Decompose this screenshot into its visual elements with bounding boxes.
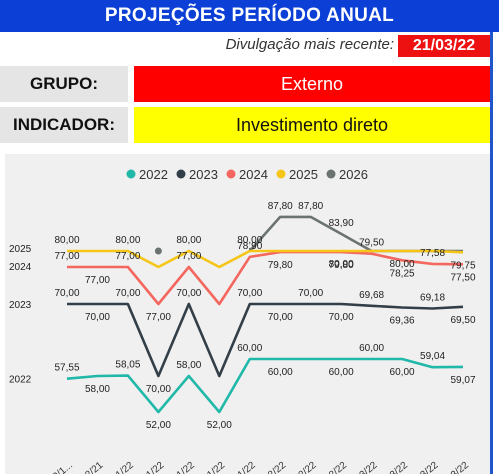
x-tick-label-1: 27/12/21: [68, 460, 105, 474]
legend-label-2026: 2026: [339, 167, 368, 182]
data-label-2023-6: 70,00: [237, 288, 262, 299]
data-label-2023-7: 70,00: [268, 312, 293, 323]
x-tick-label-7: 07/02/22: [251, 460, 288, 474]
data-label-2023-2: 70,00: [115, 288, 140, 299]
data-label-2022-9: 60,00: [329, 367, 354, 378]
data-label-2024-9: 79,80: [329, 260, 354, 271]
row-label-2024: 2024: [9, 262, 32, 273]
page-title: PROJEÇÕES PERÍODO ANUAL: [0, 0, 499, 32]
legend-marker-2025: [276, 169, 286, 179]
series-line-2022: [66, 357, 464, 414]
data-label-2022-6: 60,00: [237, 343, 262, 354]
data-label-2023-0: 70,00: [54, 288, 79, 299]
legend-label-2025: 2025: [289, 167, 318, 182]
data-label-2025-13: 79,75: [450, 260, 475, 271]
x-tick-label-4: 17/01/22: [160, 460, 197, 474]
chart-panel: 2022 2023 2024 2025 2026 2025 2024 2023 2022 57,5…: [5, 154, 490, 474]
x-tick-label-0: 20/1...: [47, 460, 75, 474]
series-line-2024: [67, 250, 464, 306]
row-label-2025: 2025: [9, 244, 32, 255]
data-label-2024-7: 79,80: [268, 260, 293, 271]
x-tick-label-5: 24/01/22: [190, 460, 227, 474]
data-label-2023-12: 69,18: [420, 293, 445, 304]
data-label-2024-0: 77,00: [54, 251, 79, 262]
data-label-2022-1: 58,00: [85, 384, 110, 395]
data-label-2025-4: 80,00: [176, 235, 201, 246]
data-label-2026-8: 87,80: [298, 201, 323, 212]
x-tick-label-3: 10/01/22: [129, 460, 166, 474]
indicador-value[interactable]: Investimento direto: [134, 107, 490, 143]
series-line-2026: [248, 215, 463, 253]
series-line-2025: [67, 249, 464, 269]
data-label-2024-1: 77,00: [85, 275, 110, 286]
right-border: [490, 32, 499, 474]
point-2026-3: [154, 247, 162, 255]
data-label-2023-8: 70,00: [298, 288, 323, 299]
x-tick-label-10: 02/03/22: [343, 460, 380, 474]
x-tick-label-2: 03/01/22: [99, 460, 136, 474]
legend-label-2024: 2024: [239, 167, 268, 182]
data-label-2024-4: 77,00: [176, 251, 201, 262]
data-label-2022-4: 58,00: [176, 360, 201, 371]
data-label-2024-2: 77,00: [115, 251, 140, 262]
legend-marker-2023: [176, 169, 186, 179]
legend-marker-2024: [226, 169, 236, 179]
data-label-2022-3: 52,00: [146, 420, 171, 431]
data-label-2022-2: 58,05: [115, 360, 140, 371]
data-label-2025-9: 80,00: [329, 259, 354, 270]
data-label-2024-13: 77,50: [450, 272, 475, 283]
data-label-2022-0: 57,55: [54, 363, 79, 374]
data-label-2022-13: 59,07: [450, 375, 475, 386]
release-date-row: Divulgação mais recente: 21/03/22: [0, 34, 490, 58]
data-label-2023-13: 69,50: [450, 315, 475, 326]
data-label-2025-6: 80,00: [237, 235, 262, 246]
indicador-row: INDICADOR: Investimento direto: [0, 107, 490, 143]
release-date-label: Divulgação mais recente:: [225, 36, 394, 53]
series-line-2023: [67, 302, 464, 378]
grupo-label: GRUPO:: [0, 66, 128, 102]
legend-label-2022: 2022: [139, 167, 168, 182]
x-tick-label-8: 14/02/22: [282, 460, 319, 474]
data-label-2022-7: 60,00: [268, 367, 293, 378]
data-label-2024-3: 77,00: [146, 312, 171, 323]
data-label-2025-11: 80,00: [390, 259, 415, 270]
data-label-2026-7: 87,80: [268, 201, 293, 212]
x-tick-label-9: 21/02/22: [312, 460, 349, 474]
data-label-2023-11: 69,36: [390, 316, 415, 327]
data-label-2022-12: 59,04: [420, 351, 445, 362]
row-label-2023: 2023: [9, 300, 32, 311]
data-label-2024-10: 79,50: [359, 238, 384, 249]
x-tick-label-11: 07/03/22: [373, 460, 410, 474]
legend-marker-2026: [326, 169, 336, 179]
projections-line-chart: 2022 2023 2024 2025 2026 2025 2024 2023 2022 57,5…: [9, 167, 476, 474]
row-label-2022: 2022: [9, 375, 32, 386]
data-label-2022-5: 52,00: [207, 420, 232, 431]
data-label-2023-1: 70,00: [85, 312, 110, 323]
grupo-value[interactable]: Externo: [134, 66, 490, 102]
data-label-2026-9: 83,90: [329, 218, 354, 229]
data-label-2025-0: 80,00: [54, 235, 79, 246]
data-label-2022-11: 60,00: [390, 367, 415, 378]
data-label-2023-4: 70,00: [176, 288, 201, 299]
legend-label-2023: 2023: [189, 167, 218, 182]
data-label-2023-10: 69,68: [359, 290, 384, 301]
x-tick-label-6: 31/01/22: [221, 460, 258, 474]
data-label-2023-3: 70,00: [146, 384, 171, 395]
data-label-2025-2: 80,00: [115, 235, 140, 246]
data-label-2022-10: 60,00: [359, 343, 384, 354]
data-label-2023-9: 70,00: [329, 312, 354, 323]
data-label-2024-12: 77,58: [420, 248, 445, 259]
release-date-value: 21/03/22: [398, 35, 490, 57]
x-tick-label-12: 14/03/22: [404, 460, 441, 474]
data-label-2024-11: 78,25: [390, 268, 415, 279]
data-label-2024-6: 78,90: [237, 241, 262, 252]
grupo-row: GRUPO: Externo: [0, 66, 490, 102]
indicador-label: INDICADOR:: [0, 107, 128, 143]
x-tick-label-13: 21/03/22: [434, 460, 471, 474]
legend-marker-2022: [126, 169, 136, 179]
